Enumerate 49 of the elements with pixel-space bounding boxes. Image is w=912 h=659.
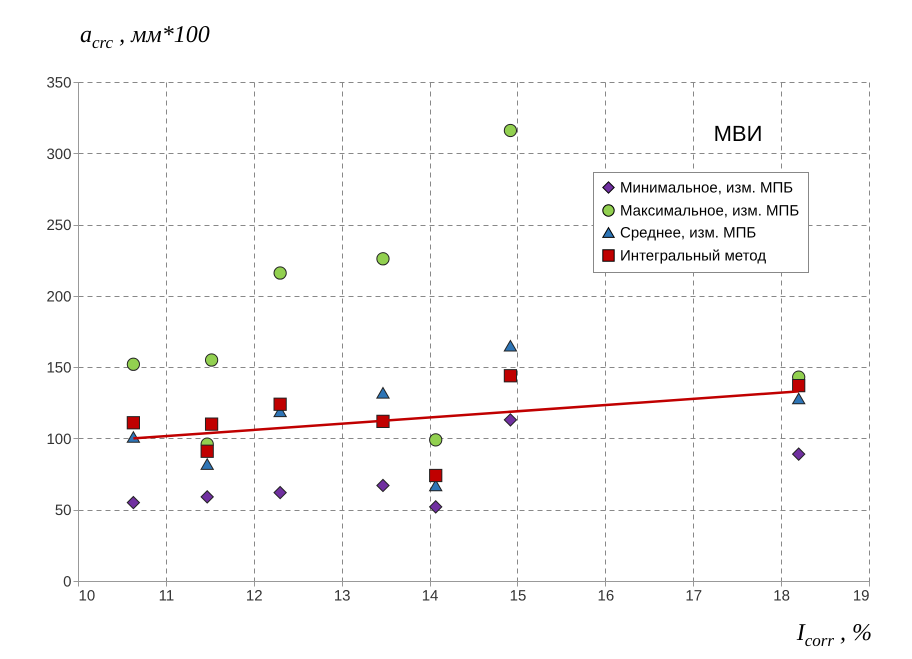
point [376,387,390,399]
point [429,500,442,514]
x-tick-label: 10 [78,588,96,604]
x-tick-label: 11 [158,588,174,604]
x-tick-label: 15 [510,588,526,604]
point [376,478,390,492]
point [204,418,218,431]
point [274,486,287,500]
point [504,369,518,382]
x-tick-label: 12 [246,588,263,604]
point [792,392,806,404]
y-tick-label: 300 [46,146,72,163]
point [274,398,287,411]
annotation: МВИ [714,121,762,146]
legend-label: Среднее, изм. МПБ [620,224,756,242]
x-tick-label: 18 [773,588,790,604]
point [274,266,287,280]
y-tick-label: 50 [54,502,72,520]
x-axis-title: I$_{corr}$ , % [796,620,872,651]
y-axis-title: a$_{crc}$ , мм*100 [80,22,210,53]
point [200,458,214,470]
x-tick-label: 14 [422,588,438,604]
y-tick-label: 0 [63,574,72,590]
point [126,416,140,430]
point [200,490,214,504]
legend-label: Минимальное, изм. МПБ [620,180,794,196]
point [126,496,140,510]
point [204,353,218,367]
legend-label: Интегральный метод [620,248,766,264]
point [792,447,806,461]
y-tick-label: 100 [46,430,72,448]
point [504,413,518,427]
legend-label: Максимальное, изм. МПБ [620,202,800,220]
point [504,124,518,138]
x-tick-label: 17 [685,588,702,604]
x-tick-label: 16 [597,588,614,604]
x-tick-label: 19 [852,588,870,604]
x-tick-label: 13 [334,588,351,604]
y-tick-label: 150 [46,360,72,377]
point [429,468,442,482]
point [200,444,214,458]
y-tick-label: 250 [46,217,72,234]
point [792,379,806,392]
point [504,340,518,352]
y-tick-label: 200 [46,288,72,306]
point [376,252,390,266]
point [429,433,442,446]
y-tick-label: 350 [46,74,72,92]
point [126,358,140,371]
